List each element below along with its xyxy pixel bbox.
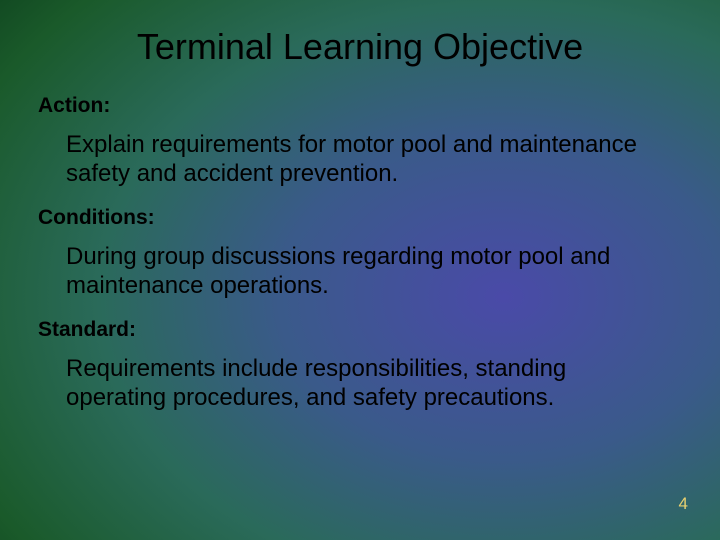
label-conditions: Conditions: xyxy=(38,206,155,230)
slide: Terminal Learning Objective Action: Expl… xyxy=(0,0,720,540)
body-action: Explain requirements for motor pool and … xyxy=(66,130,670,189)
page-number: 4 xyxy=(679,494,688,514)
slide-title: Terminal Learning Objective xyxy=(0,26,720,68)
label-action: Action: xyxy=(38,94,110,118)
body-conditions: During group discussions regarding motor… xyxy=(66,242,670,301)
body-standard: Requirements include responsibilities, s… xyxy=(66,354,670,413)
label-standard: Standard: xyxy=(38,318,136,342)
